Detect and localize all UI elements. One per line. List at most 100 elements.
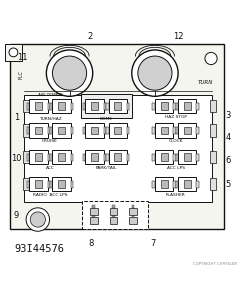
Circle shape bbox=[46, 50, 93, 96]
Circle shape bbox=[132, 50, 178, 96]
Bar bbox=[29, 123, 48, 138]
Circle shape bbox=[9, 48, 18, 57]
Bar bbox=[85, 123, 104, 138]
Bar bbox=[27, 181, 29, 188]
Text: CLOCK: CLOCK bbox=[169, 139, 183, 143]
Bar bbox=[83, 103, 85, 110]
Bar bbox=[85, 150, 104, 164]
Bar bbox=[196, 103, 199, 110]
Bar bbox=[196, 181, 199, 188]
Bar bbox=[178, 177, 196, 191]
Bar bbox=[127, 127, 130, 134]
Bar bbox=[196, 154, 199, 161]
Polygon shape bbox=[10, 44, 224, 229]
Text: 2: 2 bbox=[88, 32, 93, 41]
Bar bbox=[71, 181, 73, 188]
Bar bbox=[161, 102, 168, 110]
Bar bbox=[104, 103, 106, 110]
Bar bbox=[176, 181, 178, 188]
Text: 6: 6 bbox=[225, 157, 231, 166]
Text: 3: 3 bbox=[225, 111, 231, 120]
Bar bbox=[52, 177, 71, 191]
Bar bbox=[112, 214, 115, 217]
Bar bbox=[152, 181, 155, 188]
Bar bbox=[71, 154, 73, 161]
Bar bbox=[173, 127, 176, 134]
Bar bbox=[92, 214, 95, 217]
Bar bbox=[109, 99, 127, 113]
Bar bbox=[29, 177, 48, 191]
Bar bbox=[176, 103, 178, 110]
Bar bbox=[48, 154, 50, 161]
Bar bbox=[106, 103, 109, 110]
Bar bbox=[50, 127, 52, 134]
Text: FLC: FLC bbox=[18, 70, 23, 79]
Bar bbox=[58, 127, 65, 134]
Bar bbox=[210, 151, 216, 164]
Bar bbox=[184, 180, 191, 188]
Text: CRUISE: CRUISE bbox=[42, 139, 58, 143]
Bar bbox=[173, 181, 176, 188]
Bar bbox=[109, 150, 127, 164]
Bar bbox=[210, 178, 216, 190]
Text: 7: 7 bbox=[150, 239, 155, 248]
Bar bbox=[155, 99, 173, 113]
Bar bbox=[114, 153, 121, 161]
Text: 12: 12 bbox=[173, 32, 183, 41]
Text: 4: 4 bbox=[225, 133, 231, 142]
Text: 11: 11 bbox=[17, 53, 27, 62]
Bar bbox=[196, 127, 199, 134]
Bar bbox=[173, 154, 176, 161]
Bar bbox=[23, 124, 29, 136]
Bar bbox=[92, 205, 95, 208]
Bar bbox=[90, 208, 98, 215]
Bar bbox=[83, 127, 85, 134]
Bar bbox=[91, 102, 98, 110]
Bar bbox=[109, 123, 127, 138]
Bar bbox=[132, 205, 134, 208]
Bar bbox=[155, 150, 173, 164]
Circle shape bbox=[205, 52, 217, 64]
Bar bbox=[23, 100, 29, 112]
Bar bbox=[184, 127, 191, 134]
Bar bbox=[110, 208, 117, 215]
Bar bbox=[35, 127, 42, 134]
Bar bbox=[50, 181, 52, 188]
Bar bbox=[176, 127, 178, 134]
Text: TURN: TURN bbox=[197, 80, 213, 86]
Bar bbox=[27, 154, 29, 161]
Text: TURN/HAZ: TURN/HAZ bbox=[39, 118, 61, 122]
Circle shape bbox=[26, 208, 50, 231]
Text: AIR TEMP/B: AIR TEMP/B bbox=[38, 93, 62, 97]
Bar bbox=[184, 153, 191, 161]
Bar bbox=[35, 153, 42, 161]
Bar bbox=[5, 44, 22, 61]
Bar bbox=[106, 127, 109, 134]
Bar bbox=[90, 217, 98, 224]
Bar bbox=[112, 205, 115, 208]
Bar bbox=[132, 214, 134, 217]
Bar bbox=[58, 102, 65, 110]
Text: 5: 5 bbox=[225, 180, 231, 189]
Bar bbox=[173, 103, 176, 110]
Circle shape bbox=[138, 56, 172, 90]
Text: HAZ STOP: HAZ STOP bbox=[165, 115, 187, 119]
Bar bbox=[161, 127, 168, 134]
Bar bbox=[24, 95, 212, 202]
Bar bbox=[178, 99, 196, 113]
Text: 8: 8 bbox=[89, 239, 94, 248]
Text: 9: 9 bbox=[13, 212, 19, 220]
Text: PARK/TAIL: PARK/TAIL bbox=[95, 166, 117, 170]
Bar bbox=[152, 154, 155, 161]
Bar bbox=[210, 100, 216, 112]
Circle shape bbox=[30, 212, 45, 227]
Bar bbox=[129, 217, 137, 224]
Bar bbox=[52, 99, 71, 113]
Text: RADIO  ACC LPS: RADIO ACC LPS bbox=[33, 193, 67, 197]
Bar bbox=[83, 154, 85, 161]
Bar bbox=[81, 94, 132, 118]
Bar bbox=[35, 102, 42, 110]
Bar bbox=[178, 123, 196, 138]
Bar bbox=[58, 153, 65, 161]
Bar bbox=[104, 127, 106, 134]
